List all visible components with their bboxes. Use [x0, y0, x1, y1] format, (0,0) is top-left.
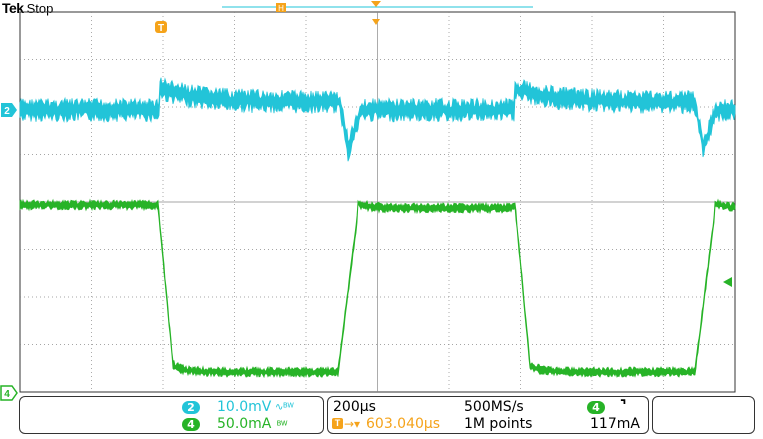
- ch4-waveform: [19, 198, 736, 379]
- trigger-delay[interactable]: 603.040µs: [366, 416, 441, 432]
- horizontal-position-marker[interactable]: [276, 3, 286, 12]
- bandwidth-limit-icon: ∿ᴮᵂ: [275, 402, 294, 413]
- trigger-source-badge[interactable]: 4: [587, 401, 605, 414]
- ch2-ground-marker[interactable]: 2: [1, 103, 17, 117]
- ch4-badge[interactable]: 4: [182, 418, 200, 431]
- record-length[interactable]: 1M points: [464, 416, 533, 432]
- trigger-delay-icon: T: [332, 418, 343, 429]
- falling-edge-icon[interactable]: ⌝: [620, 398, 627, 414]
- svg-text:2: 2: [4, 106, 10, 117]
- timebase-trigger-panel[interactable]: 200µs 500MS/s T →▾ 603.040µs 1M points 4…: [327, 396, 649, 434]
- ch4-ground-marker[interactable]: 4: [0, 385, 18, 401]
- trigger-icon[interactable]: T: [155, 21, 167, 34]
- trigger-level-marker[interactable]: [723, 277, 732, 287]
- expansion-point-marker: [372, 19, 380, 25]
- horizontal-position-label: H: [278, 4, 284, 13]
- trigger-level[interactable]: 117mA: [590, 416, 640, 432]
- auxiliary-readout-panel: [652, 396, 755, 434]
- channel-readout-panel[interactable]: 2 10.0mV ∿ᴮᵂ 4 50.0mA ᴮᵂ: [19, 396, 324, 434]
- svg-text:T: T: [158, 23, 164, 34]
- ch2-badge[interactable]: 2: [182, 401, 200, 414]
- sample-rate: 500MS/s: [464, 399, 524, 415]
- delay-arrow: →▾: [344, 417, 361, 431]
- ch2-scale[interactable]: 10.0mV: [217, 399, 272, 415]
- bandwidth-limit-icon: ᴮᵂ: [277, 420, 288, 431]
- ch4-scale[interactable]: 50.0mA: [217, 416, 272, 432]
- trigger-position-marker[interactable]: [371, 1, 381, 7]
- ch2-waveform: [19, 77, 736, 162]
- timebase-scale[interactable]: 200µs: [333, 399, 376, 415]
- brand-name: Tek: [2, 0, 24, 16]
- svg-text:4: 4: [4, 389, 10, 400]
